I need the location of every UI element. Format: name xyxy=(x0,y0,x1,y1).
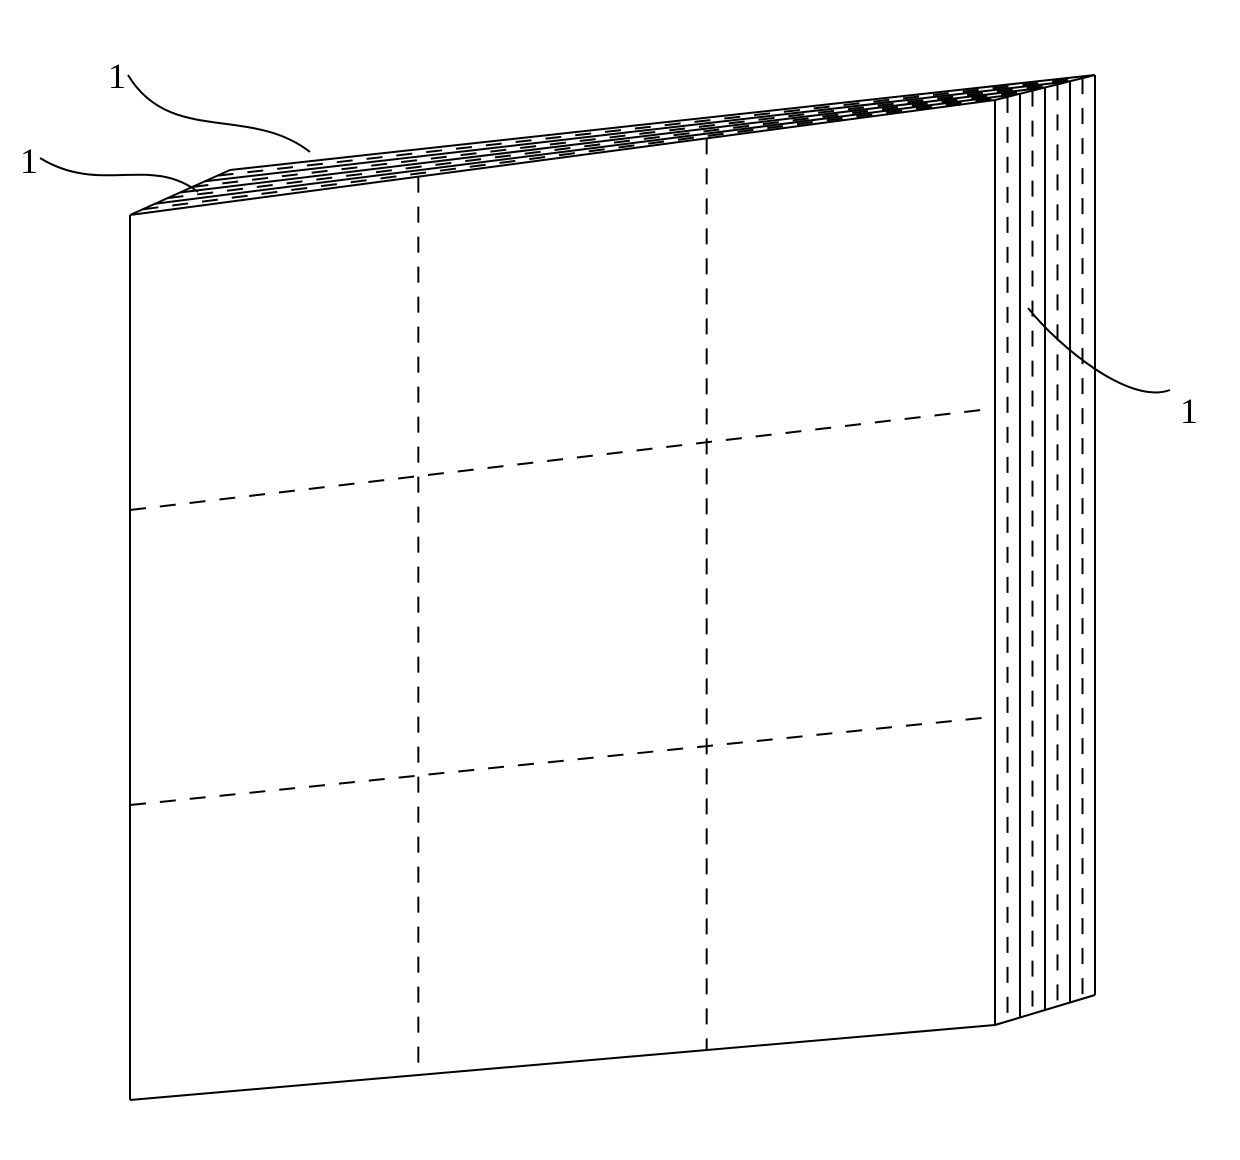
technical-diagram xyxy=(0,0,1240,1160)
callout-label-1: 1 xyxy=(108,55,126,97)
callout-label-3: 1 xyxy=(1180,390,1198,432)
callout-label-2: 1 xyxy=(20,140,38,182)
